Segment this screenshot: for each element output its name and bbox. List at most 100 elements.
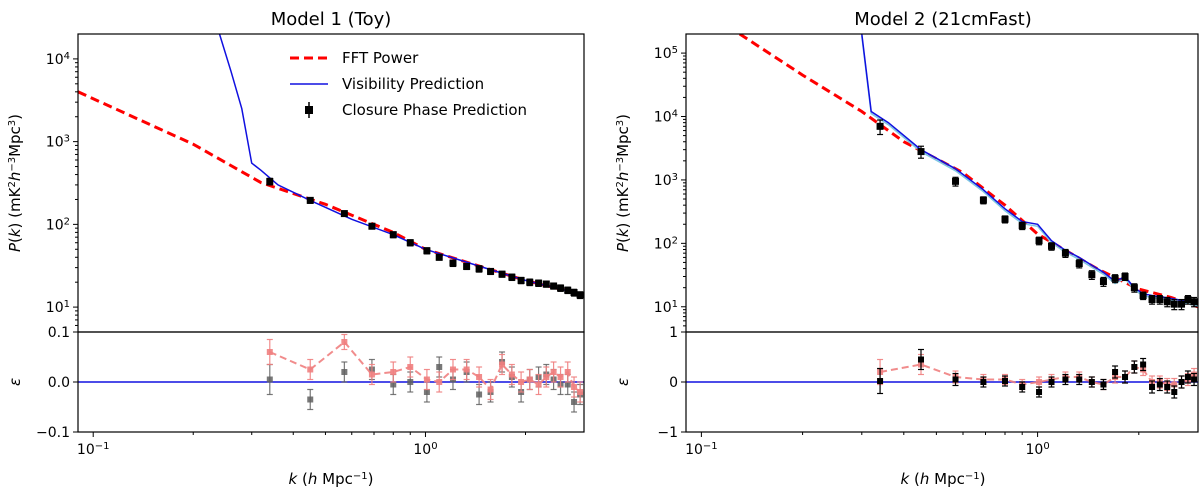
residual-red-point — [487, 386, 494, 393]
y-tick-label: 105 — [654, 45, 678, 63]
residual-black-point — [917, 356, 924, 363]
closure-point — [557, 284, 565, 292]
closure-point — [1088, 271, 1096, 279]
left-top-frame — [77, 33, 585, 333]
residual-black-point — [1100, 381, 1107, 388]
residual-red-point — [266, 349, 273, 355]
left-power-plot: 101 102 103 104 — [46, 34, 584, 326]
closure-point — [542, 280, 550, 288]
y-tick-label: 103 — [654, 171, 678, 189]
legend-visibility-label: Visibility Prediction — [342, 75, 484, 93]
residual-black-point — [407, 379, 414, 385]
residual-red-point — [368, 371, 375, 378]
closure-point — [1130, 284, 1138, 292]
residual-series-group — [686, 348, 1198, 399]
y-tick-label: 102 — [46, 216, 70, 234]
residual-black-point — [1164, 384, 1171, 390]
visibility-line — [218, 34, 584, 296]
closure-point — [1035, 237, 1043, 245]
closure-point — [340, 210, 348, 218]
residual-red-point — [543, 374, 550, 380]
right-power-plot: 101 102 103 104 105 — [654, 34, 1198, 327]
y-tick-label: 0 — [669, 375, 678, 391]
closure-point — [1170, 300, 1178, 308]
residual-red-point — [476, 374, 483, 380]
x-tick-label: 10−1 — [77, 441, 110, 459]
left-bottom-frame — [77, 331, 585, 433]
left-title: Model 1 (Toy) — [271, 9, 392, 30]
y-tick-label: 0.1 — [48, 325, 70, 341]
closure-point — [487, 267, 495, 275]
closure-point — [368, 222, 376, 230]
residual-black-point — [1076, 376, 1083, 383]
residual-red-point — [557, 374, 564, 380]
residual-black-point — [1062, 376, 1069, 383]
residual-black-point — [1178, 379, 1185, 385]
residual-black-point — [1149, 384, 1156, 390]
power-series-group — [738, 34, 1198, 311]
legend-fft-label: FFT Power — [342, 49, 419, 67]
top-axis: 101 102 103 104 — [46, 50, 78, 326]
x-tick-label: 100 — [1025, 441, 1049, 459]
residual-black-point — [1048, 379, 1055, 385]
closure-point — [1121, 273, 1129, 281]
closure-point — [535, 279, 543, 287]
closure-point — [570, 289, 578, 297]
legend-closure-swatch — [305, 106, 313, 114]
right-title: Model 2 (21cmFast) — [854, 9, 1032, 30]
residual-black-point — [1156, 381, 1163, 388]
residual-red-point — [341, 339, 348, 345]
closure-point — [1099, 278, 1107, 286]
closure-point — [1111, 274, 1119, 282]
residual-red-point — [535, 381, 542, 388]
closure-point — [423, 247, 431, 255]
residual-black-point — [980, 379, 987, 385]
closure-point — [1156, 296, 1164, 304]
closure-point — [1139, 292, 1147, 300]
closure-point — [435, 253, 443, 261]
residual-red-point — [1171, 381, 1178, 388]
residual-black-point — [877, 378, 884, 384]
right-bottom-frame — [685, 331, 1199, 433]
left-xlabel: k (h Mpc−1) — [289, 470, 374, 488]
closure-point — [306, 196, 314, 204]
closure-point — [406, 239, 414, 247]
closure-point — [526, 278, 534, 286]
legend: FFT Power Visibility Prediction Closure … — [290, 49, 527, 119]
y-tick-label: 101 — [46, 299, 70, 317]
residual-black-point — [1088, 379, 1095, 385]
residual-black-point — [1122, 374, 1129, 380]
legend-closure-label: Closure Phase Prediction — [342, 101, 527, 119]
closure-point — [1184, 296, 1192, 304]
closure-point — [266, 177, 274, 185]
bottom-axis: 10−110−1 100 — [657, 325, 1140, 459]
residual-black-point — [436, 364, 443, 370]
residual-red-point — [508, 371, 515, 378]
left-bottom-ylabel: ε — [6, 378, 24, 386]
residual-red-point — [390, 369, 397, 375]
left-residual-plot: 0.1 0.0 −0.1 10−1 100 — [36, 325, 584, 458]
closure-point — [508, 273, 516, 281]
x-tick-label: 10−1 — [685, 441, 718, 459]
top-axis: 101 102 103 104 105 — [654, 45, 686, 327]
fft-power-line — [78, 90, 584, 297]
closure-point — [475, 265, 483, 273]
closure-point — [1048, 242, 1056, 250]
closure-point — [1018, 222, 1026, 230]
residual-red-point — [436, 379, 443, 385]
closure-point — [576, 291, 584, 299]
residual-red-point — [577, 389, 584, 395]
residual-black-point — [1112, 369, 1119, 375]
closure-point — [449, 259, 457, 267]
y-tick-label: 104 — [46, 50, 70, 68]
closure-point — [1061, 249, 1069, 257]
left-top-ylabel: P(k) (mK2h−3Mpc3) — [6, 114, 24, 252]
residual-black-point — [571, 399, 578, 405]
residual-red-point — [564, 369, 571, 375]
closure-point — [1075, 260, 1083, 268]
residual-red-point — [307, 366, 314, 373]
residual-red-point — [463, 366, 470, 373]
residual-red-point — [499, 361, 506, 368]
closure-point — [498, 270, 506, 278]
